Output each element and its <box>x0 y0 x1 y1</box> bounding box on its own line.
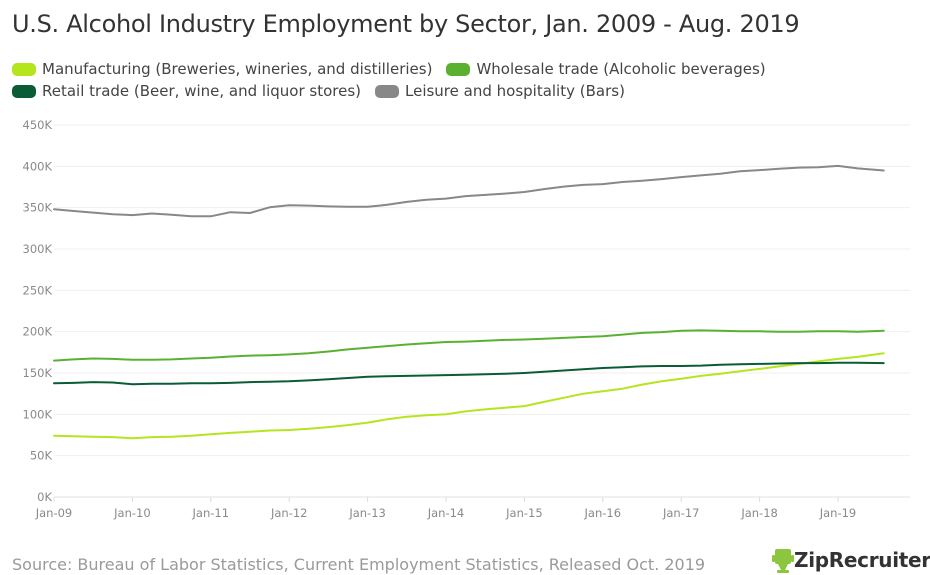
x-tick-label: Jan-09 <box>35 506 73 520</box>
x-axis: Jan-09 Jan-10 Jan-11 Jan-12 Jan-13 Jan-14 Jan-… <box>35 497 857 520</box>
series-line-leisure[interactable] <box>53 164 885 218</box>
x-tick-label: Jan-10 <box>113 506 151 520</box>
gridlines <box>54 124 910 498</box>
series-line-manufacturing[interactable] <box>53 352 885 440</box>
ziprecruiter-wordmark: ZipRecruiter <box>794 548 930 572</box>
series-line-retail[interactable] <box>53 361 885 386</box>
series-lines <box>53 164 885 440</box>
x-tick-label: Jan-13 <box>348 506 386 520</box>
source-note: Source: Bureau of Labor Statistics, Curr… <box>12 555 706 574</box>
legend-label-retail: Retail trade (Beer, wine, and liquor sto… <box>42 82 361 100</box>
legend-label-manufacturing: Manufacturing (Breweries, wineries, and … <box>42 60 433 78</box>
x-tick-label: Jan-15 <box>505 506 543 520</box>
y-axis: 0K 50K 100K 150K 200K 250K 300K 350K 400K 450K <box>23 118 53 504</box>
y-tick-label: 400K <box>23 159 53 173</box>
legend-swatch-leisure <box>375 84 399 98</box>
legend-item-wholesale[interactable]: Wholesale trade (Alcoholic beverages) <box>446 60 766 78</box>
x-tick-label: Jan-17 <box>662 506 700 520</box>
y-tick-label: 450K <box>23 118 53 132</box>
x-tick-label: Jan-12 <box>270 506 308 520</box>
line-chart: 0K 50K 100K 150K 200K 250K 300K 350K 400K 450K Ja… <box>23 118 910 520</box>
y-tick-label: 350K <box>23 201 53 215</box>
x-tick-label: Jan-14 <box>427 506 465 520</box>
y-tick-label: 150K <box>23 366 53 380</box>
chart-title: U.S. Alcohol Industry Employment by Sect… <box>12 10 800 38</box>
y-tick-label: 100K <box>23 407 53 421</box>
legend: Manufacturing (Breweries, wineries, and … <box>12 58 780 102</box>
legend-item-manufacturing[interactable]: Manufacturing (Breweries, wineries, and … <box>12 60 432 78</box>
y-tick-label: 50K <box>30 449 53 463</box>
legend-row-1: Manufacturing (Breweries, wineries, and … <box>12 58 780 80</box>
x-tick-label: Jan-18 <box>740 506 778 520</box>
legend-item-retail[interactable]: Retail trade (Beer, wine, and liquor sto… <box>12 82 361 100</box>
y-tick-label: 0K <box>37 490 52 504</box>
legend-item-leisure[interactable]: Leisure and hospitality (Bars) <box>375 82 625 100</box>
ziprecruiter-logo[interactable]: ZipRecruiter ® <box>772 547 930 573</box>
x-tick-label: Jan-16 <box>584 506 622 520</box>
legend-label-leisure: Leisure and hospitality (Bars) <box>405 82 625 100</box>
x-tick-label: Jan-19 <box>819 506 857 520</box>
y-tick-label: 300K <box>23 242 53 256</box>
y-tick-label: 250K <box>23 283 53 297</box>
legend-swatch-retail <box>12 84 36 98</box>
x-tick-label: Jan-11 <box>192 506 230 520</box>
y-tick-label: 200K <box>23 325 53 339</box>
legend-swatch-wholesale <box>446 62 471 76</box>
legend-swatch-manufacturing <box>12 62 36 76</box>
legend-label-wholesale: Wholesale trade (Alcoholic beverages) <box>476 60 766 78</box>
ziprecruiter-mascot-icon <box>772 549 794 573</box>
legend-row-2: Retail trade (Beer, wine, and liquor sto… <box>12 80 780 102</box>
series-line-wholesale[interactable] <box>53 329 885 362</box>
